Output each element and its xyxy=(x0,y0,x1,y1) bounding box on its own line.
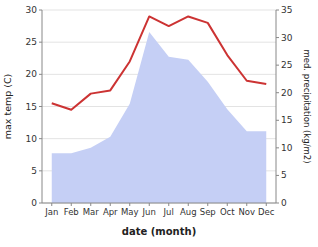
y-tick xyxy=(39,203,42,204)
y2-tick xyxy=(276,203,279,204)
x-tick-label: Feb xyxy=(64,207,79,217)
y-tick xyxy=(39,106,42,107)
x-tick-label: Mar xyxy=(83,207,100,217)
chart: 0 5 10 15 20 25 30 0 5 10 15 20 25 30 35 Jan Feb MarAprMa… xyxy=(0,0,318,247)
y2-axis-label: med. precipitation (kg/m2) xyxy=(302,49,312,163)
x-tick-label: Jan xyxy=(44,207,58,217)
y2-tick-label: 25 xyxy=(281,60,292,70)
y2-tick-label: 20 xyxy=(281,88,293,98)
y-tick xyxy=(39,138,42,139)
x-tick xyxy=(110,203,111,206)
y2-tick-label: 30 xyxy=(281,33,293,43)
x-tick-label: Nov xyxy=(238,207,255,217)
y2-tick-label: 35 xyxy=(281,5,292,15)
y2-tick xyxy=(276,175,279,176)
y2-tick-label: 0 xyxy=(281,198,287,208)
grid-line xyxy=(42,203,276,204)
y-tick-label: 10 xyxy=(26,134,38,144)
chart-container: 0 5 10 15 20 25 30 0 5 10 15 20 25 30 35 Jan Feb MarAprMa… xyxy=(0,0,318,247)
precipitation-area xyxy=(52,32,267,203)
y2-tick xyxy=(276,37,279,38)
x-tick xyxy=(149,203,150,206)
y2-tick-label: 10 xyxy=(281,143,293,153)
y2-axis-line xyxy=(276,10,277,203)
grid-line xyxy=(42,42,276,43)
x-tick xyxy=(90,203,91,206)
x-tick xyxy=(227,203,228,206)
y-tick xyxy=(39,74,42,75)
temperature-line xyxy=(52,16,267,109)
y-axis-label: max temp (C) xyxy=(2,74,13,140)
x-tick-label: Aug xyxy=(180,207,197,217)
y2-tick xyxy=(276,65,279,66)
x-tick xyxy=(207,203,208,206)
y-tick xyxy=(39,42,42,43)
x-tick-label: Apr xyxy=(103,207,118,217)
x-tick xyxy=(168,203,169,206)
y-tick-label: 25 xyxy=(26,37,37,47)
x-tick-label: Oct xyxy=(220,207,235,217)
y-tick-label: 20 xyxy=(26,69,38,79)
x-tick-label: Jul xyxy=(163,207,174,217)
axes: 0 5 10 15 20 25 30 0 5 10 15 20 25 30 35 Jan Feb MarAprMa… xyxy=(26,5,293,217)
y2-tick-label: 15 xyxy=(281,115,292,125)
y2-tick xyxy=(276,10,279,11)
x-axis-label: date (month) xyxy=(122,226,196,237)
y-tick xyxy=(39,10,42,11)
x-tick xyxy=(129,203,130,206)
plot-area xyxy=(52,16,267,203)
y2-tick-label: 5 xyxy=(281,170,287,180)
y-tick-label: 15 xyxy=(26,102,37,112)
y-tick xyxy=(39,170,42,171)
grid-line xyxy=(42,10,276,11)
x-tick xyxy=(51,203,52,206)
x-axis-line xyxy=(42,203,276,204)
x-tick xyxy=(266,203,267,206)
y2-tick xyxy=(276,92,279,93)
x-tick-label: Sep xyxy=(200,207,216,217)
x-tick-label: Jun xyxy=(142,207,156,217)
x-tick xyxy=(188,203,189,206)
x-tick xyxy=(71,203,72,206)
y-tick-label: 5 xyxy=(31,166,37,176)
x-tick-label: May xyxy=(121,207,139,217)
x-tick-label: Dec xyxy=(258,207,275,217)
y-tick-label: 0 xyxy=(31,198,37,208)
y2-tick xyxy=(276,147,279,148)
y-tick-label: 30 xyxy=(26,5,38,15)
grid xyxy=(42,10,276,203)
x-tick xyxy=(246,203,247,206)
y2-tick xyxy=(276,120,279,121)
